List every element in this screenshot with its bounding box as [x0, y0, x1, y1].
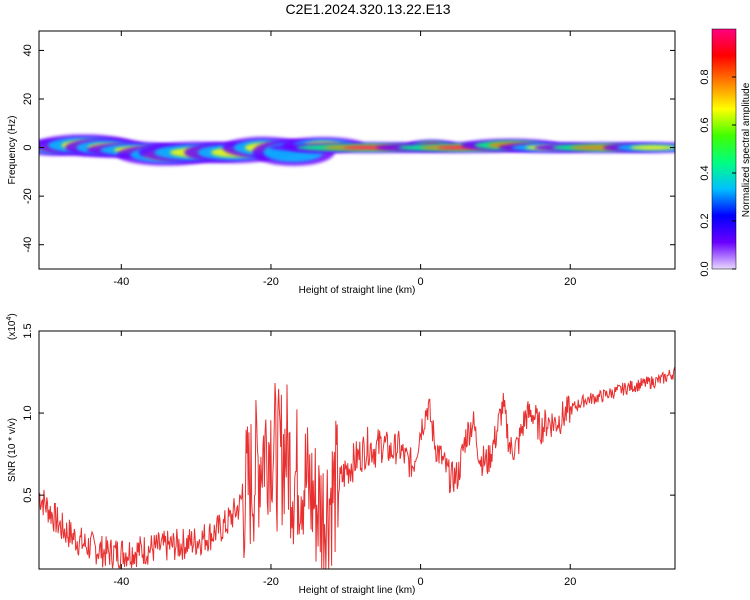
y-tick-label: 1.5 — [22, 323, 34, 338]
y-tick-label: 20 — [22, 93, 34, 105]
heatmap-cell-16-2 — [630, 145, 675, 150]
snr-y-ticks: 1.5 1.0 0.5 — [22, 323, 675, 503]
x-tick-label: 0 — [418, 576, 424, 588]
colorbar-ticks: 0.0 0.2 0.4 0.6 0.8 — [699, 69, 736, 277]
spectrogram-panel: -40 -20 0 20 40 20 0 -20 -40 Height of straight… — [7, 30, 676, 296]
colorbar-tick-label: 0.6 — [699, 117, 711, 132]
y-tick-label: 40 — [22, 44, 34, 56]
x-tick-label: 20 — [564, 576, 576, 588]
y-tick-label: -20 — [22, 188, 34, 204]
x-tick-label: -40 — [113, 576, 129, 588]
x-tick-label: -20 — [263, 276, 279, 288]
spectrogram-frame — [38, 30, 676, 270]
y-tick-label: 0 — [22, 145, 34, 151]
y-tick-label: -40 — [22, 237, 34, 253]
spectrogram-xlabel: Height of straight line (km) — [299, 285, 416, 296]
colorbar-tick-label: 0.0 — [699, 261, 711, 276]
spectrogram-blobs — [39, 134, 675, 166]
snr-x-ticks: -40 -20 0 20 — [113, 331, 576, 588]
x-tick-label: -20 — [263, 576, 279, 588]
colorbar: 0.0 0.2 0.4 0.6 0.8 Normalized spectral ampl… — [699, 28, 750, 277]
x-tick-label: 20 — [564, 276, 576, 288]
snr-panel: -40 -20 0 20 1.5 1.0 0.5 Height of straight l… — [6, 313, 676, 596]
figure-title: C2E1.2024.320.13.22.E13 — [285, 1, 450, 17]
snr-multiplier: (x104) — [6, 313, 18, 340]
y-tick-label: 0.5 — [22, 487, 34, 502]
y-tick-label: 1.0 — [22, 405, 34, 420]
colorbar-gradient — [711, 28, 737, 270]
x-tick-label: -40 — [113, 276, 129, 288]
x-tick-label: 0 — [418, 276, 424, 288]
spectrogram-y-ticks: 40 20 0 -20 -40 — [22, 44, 675, 253]
colorbar-tick-label: 0.4 — [699, 165, 711, 180]
spectrogram-x-ticks: -40 -20 0 20 — [113, 31, 576, 288]
snr-xlabel: Height of straight line (km) — [299, 585, 416, 596]
colorbar-tick-label: 0.8 — [699, 69, 711, 84]
spectrogram-ylabel: Frequency (Hz) — [7, 116, 18, 185]
snr-ylabel: SNR (10 * v/v) — [7, 418, 18, 482]
snr-frame — [38, 330, 676, 570]
snr-series-line — [39, 366, 675, 569]
colorbar-tick-label: 0.2 — [699, 213, 711, 228]
colorbar-label: Normalized spectral amplitude — [741, 82, 750, 217]
